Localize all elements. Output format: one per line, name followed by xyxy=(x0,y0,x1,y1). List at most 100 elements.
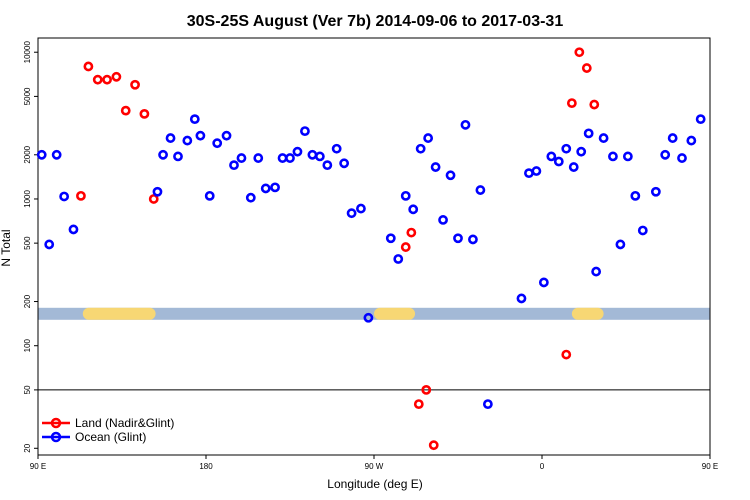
land-point xyxy=(574,47,585,58)
ocean-point xyxy=(516,293,527,304)
ocean-point xyxy=(253,153,264,163)
ocean-point xyxy=(667,133,678,143)
ocean-point xyxy=(44,239,55,250)
land-point xyxy=(83,61,94,72)
y-tick-label: 100 xyxy=(23,338,32,352)
ocean-point xyxy=(408,204,419,215)
land-point xyxy=(76,190,86,201)
land-point xyxy=(406,227,417,238)
ocean-point xyxy=(415,143,426,154)
ocean-point xyxy=(173,151,183,162)
y-tick-label: 2000 xyxy=(23,145,32,163)
ocean-point xyxy=(277,153,288,163)
ocean-point xyxy=(445,170,456,181)
ocean-point xyxy=(453,233,463,244)
ocean-point xyxy=(622,151,633,162)
land-band-segment xyxy=(571,307,604,320)
ocean-point xyxy=(538,277,549,288)
ocean-point xyxy=(630,190,641,201)
ocean-point xyxy=(59,191,70,202)
chart-title: 30S-25S August (Ver 7b) 2014-09-06 to 20… xyxy=(187,13,564,30)
ocean-point xyxy=(322,160,333,171)
ocean-point xyxy=(591,266,602,277)
ocean-point xyxy=(460,119,471,130)
land-point xyxy=(92,74,103,85)
ocean-point xyxy=(583,128,594,139)
x-tick-label: 180 xyxy=(199,462,213,471)
ocean-point xyxy=(260,183,271,194)
ocean-point xyxy=(482,399,493,410)
y-tick-label: 500 xyxy=(23,236,32,250)
land-band-segment xyxy=(374,307,416,320)
ocean-point xyxy=(385,233,396,244)
ocean-point xyxy=(677,153,687,163)
y-axis: 20 50 100 200 500 1000 2000 5000 10000 xyxy=(23,41,38,453)
ocean-point xyxy=(182,135,193,146)
ocean-point xyxy=(158,149,168,160)
x-tick-label: 0 xyxy=(540,462,545,471)
ocean-point xyxy=(531,166,542,176)
ocean-point xyxy=(285,153,295,163)
ocean-point xyxy=(468,234,478,245)
ocean-point xyxy=(356,203,366,214)
land-point xyxy=(102,74,112,85)
ocean-point xyxy=(204,190,215,201)
ocean-point xyxy=(608,151,618,162)
ocean-point xyxy=(400,190,411,201)
ocean-point xyxy=(598,133,609,143)
ocean-point xyxy=(346,208,357,219)
y-tick-label: 20 xyxy=(23,443,32,452)
ocean-point xyxy=(650,186,661,197)
legend-land-marker xyxy=(50,417,62,429)
ocean-point xyxy=(686,135,697,146)
ocean-point xyxy=(339,158,350,169)
land-point xyxy=(400,242,411,252)
x-tick-label: 90 E xyxy=(702,462,718,471)
ocean-point xyxy=(236,153,247,163)
land-point xyxy=(120,105,131,116)
ocean-point xyxy=(660,149,671,160)
ocean-point xyxy=(314,151,325,162)
land-point xyxy=(421,384,432,395)
y-tick-label: 200 xyxy=(23,294,32,308)
ocean-point xyxy=(51,149,62,160)
ocean-point xyxy=(331,143,342,154)
legend-ocean-marker xyxy=(50,431,62,443)
band-layer xyxy=(38,307,710,320)
x-axis-label: Longitude (deg E) xyxy=(327,477,422,491)
plot-frame xyxy=(37,37,711,456)
ocean-point xyxy=(561,143,572,154)
ocean-point xyxy=(221,130,232,141)
ocean-point xyxy=(189,114,200,125)
ocean-point xyxy=(36,149,47,160)
ocean-point xyxy=(245,192,256,203)
land-point xyxy=(139,108,150,119)
x-tick-label: 90 E xyxy=(30,462,46,471)
ocean-point xyxy=(363,312,374,323)
ocean-point xyxy=(270,182,280,193)
legend: Land (Nadir&Glint) Ocean (Glint) xyxy=(42,416,174,444)
ocean-point xyxy=(438,215,448,225)
ocean-point xyxy=(546,151,557,162)
ocean-point xyxy=(637,225,648,236)
ocean-point xyxy=(695,114,706,125)
land-point xyxy=(589,99,600,110)
ocean-point xyxy=(615,239,626,250)
ocean-point xyxy=(292,146,303,157)
data-points xyxy=(36,47,706,451)
land-point xyxy=(566,98,577,109)
land-band-segment xyxy=(82,307,156,320)
y-axis-label: N Total xyxy=(0,229,13,266)
ocean-point xyxy=(568,162,579,172)
y-tick-label: 1000 xyxy=(23,190,32,208)
y-tick-label: 5000 xyxy=(23,87,32,105)
ocean-point xyxy=(212,138,223,149)
land-point xyxy=(111,71,122,82)
x-tick-label: 90 W xyxy=(365,462,384,471)
ocean-point xyxy=(195,130,206,141)
ocean-point xyxy=(393,254,404,264)
legend-ocean-label: Ocean (Glint) xyxy=(75,430,146,444)
ocean-point xyxy=(152,186,163,197)
land-point xyxy=(413,399,424,410)
